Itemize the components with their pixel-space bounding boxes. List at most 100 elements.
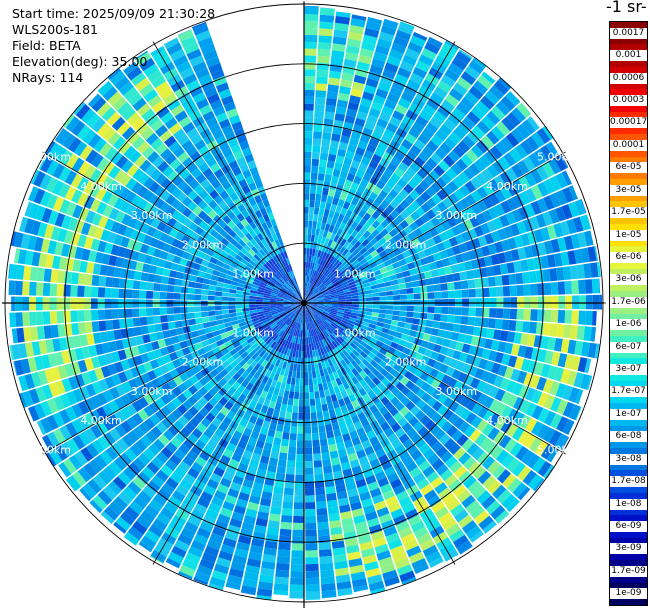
- ray-gate: [427, 36, 443, 49]
- ray-gate: [341, 164, 351, 173]
- ray-gate: [331, 306, 339, 310]
- ray-gate: [376, 391, 386, 401]
- ray-gate: [327, 284, 334, 290]
- ray-gate: [367, 340, 376, 348]
- ray-gate: [330, 292, 338, 297]
- ray-gate: [450, 163, 463, 176]
- ray-gate: [422, 431, 434, 443]
- ray-gate: [481, 168, 494, 182]
- ray-gate: [439, 433, 451, 446]
- ray-gate: [415, 206, 426, 217]
- ray-gate: [529, 216, 540, 230]
- ray-gate: [365, 197, 374, 207]
- ray-gate: [328, 314, 336, 319]
- ray-gate: [344, 293, 352, 298]
- ray-gate: [505, 132, 520, 148]
- ray-gate: [281, 438, 289, 447]
- ray-gate: [57, 270, 66, 284]
- ray-gate: [506, 262, 515, 274]
- ray-gate: [77, 273, 86, 285]
- ray-gate: [579, 295, 586, 310]
- ray-gate: [125, 289, 133, 299]
- ray-gate: [398, 366, 408, 376]
- ray-gate: [484, 360, 495, 372]
- ray-gate: [370, 284, 379, 290]
- ray-gate: [366, 363, 375, 372]
- ray-gate: [365, 304, 373, 309]
- ray-gate: [363, 84, 377, 95]
- ray-gate: [457, 140, 471, 154]
- ray-gate: [368, 351, 376, 360]
- ray-gate: [436, 416, 448, 428]
- ray-gate: [451, 429, 464, 442]
- ray-gate: [344, 310, 352, 315]
- ray-gate: [382, 151, 394, 162]
- start-time: Start time: 2025/09/09 21:30:28: [12, 6, 216, 21]
- ray-gate: [437, 267, 446, 276]
- ray-gate: [373, 124, 386, 135]
- ray-gate: [516, 308, 524, 320]
- ray-gate: [337, 254, 345, 262]
- ray-gate: [540, 255, 549, 269]
- ray-gate: [29, 311, 37, 326]
- ray-gate: [532, 457, 546, 473]
- ray-gate: [274, 402, 282, 411]
- ray-gate: [324, 304, 332, 307]
- ray-gate: [511, 209, 523, 223]
- ray-gate: [320, 7, 335, 9]
- ray-gate: [358, 307, 366, 312]
- ray-gate: [326, 282, 333, 288]
- ray-gate: [187, 287, 195, 294]
- ray-gate: [56, 311, 65, 324]
- ray-gate: [424, 419, 436, 431]
- ray-gate: [564, 235, 574, 251]
- ray-gate: [493, 80, 509, 95]
- ray-gate: [436, 353, 446, 363]
- ray-gate: [315, 256, 320, 264]
- ray-gate: [43, 268, 52, 282]
- ray-gate: [308, 220, 313, 228]
- ray-gate: [298, 399, 304, 407]
- ray-gate: [188, 281, 196, 288]
- ray-gate: [465, 354, 475, 365]
- ray-gate: [523, 284, 531, 296]
- ray-gate: [382, 68, 396, 80]
- ray-gate: [319, 316, 326, 322]
- ray-gate: [235, 297, 243, 302]
- ray-gate: [348, 166, 358, 176]
- ray-gate: [430, 245, 439, 255]
- ray-gate: [335, 346, 342, 354]
- colorbar-label: 6e-07: [610, 341, 647, 353]
- ray-gate: [310, 300, 318, 302]
- ray-gate: [325, 104, 336, 113]
- ray-gate: [522, 321, 531, 333]
- ray-gate: [358, 297, 366, 302]
- ray-gate: [324, 305, 332, 309]
- ray-gate: [319, 14, 335, 23]
- ray-gate: [432, 320, 441, 329]
- ray-gate: [390, 354, 400, 363]
- ray-gate: [335, 337, 343, 345]
- ray-gate: [329, 232, 336, 241]
- ray-gate: [421, 403, 432, 415]
- ray-gate: [298, 412, 304, 420]
- ray-gate: [352, 304, 359, 308]
- ray-gate: [500, 96, 516, 111]
- ray-gate: [283, 425, 291, 433]
- ray-gate: [353, 153, 363, 163]
- ray-gate: [329, 324, 336, 331]
- ray-gate: [435, 259, 444, 269]
- ray-gate: [314, 271, 319, 279]
- ray-gate: [317, 521, 329, 530]
- ray-gate: [482, 475, 497, 490]
- ray-gate: [568, 387, 580, 403]
- ray-gate: [383, 128, 395, 140]
- ray-gate: [299, 378, 304, 386]
- ray-gate: [579, 214, 591, 231]
- ray-gate: [382, 323, 391, 330]
- ray-gate: [297, 357, 301, 365]
- ray-gate: [347, 144, 357, 154]
- ray-gate: [466, 442, 480, 456]
- ring-label: 5.00km: [29, 444, 71, 457]
- ray-gate: [394, 150, 406, 162]
